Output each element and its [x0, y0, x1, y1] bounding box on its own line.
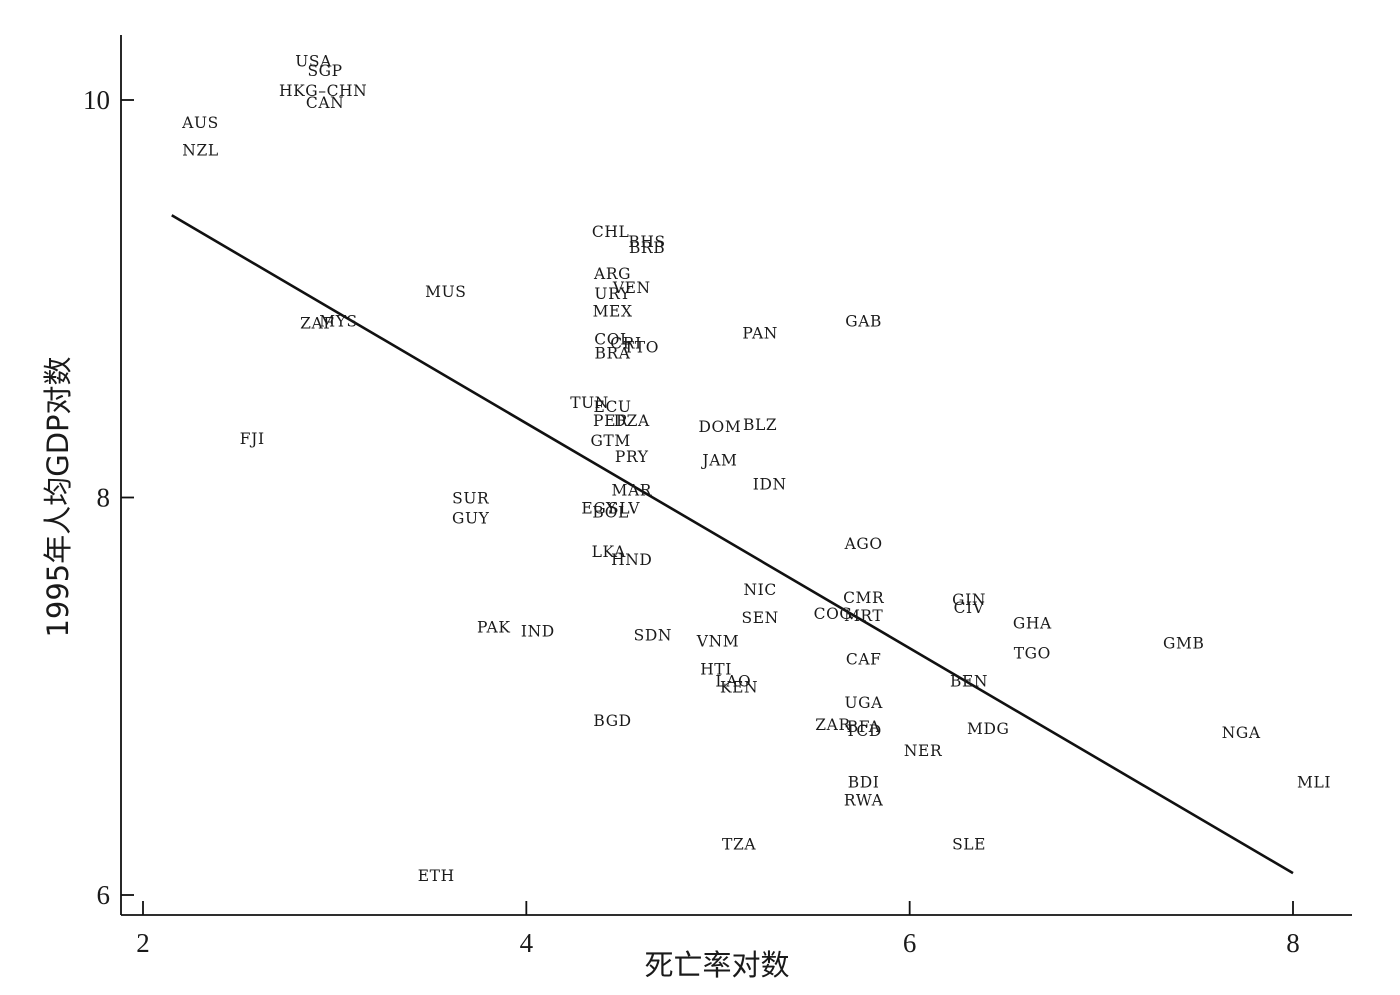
point-bol: BOL: [592, 503, 628, 521]
point-ken: KEN: [720, 678, 758, 696]
point-vnm: VNM: [696, 633, 739, 651]
point-bfa: BFA: [847, 718, 881, 736]
x-axis-title: 死亡率对数: [644, 948, 789, 982]
point-cri: CRI: [610, 334, 641, 352]
point-per: PER: [593, 412, 629, 430]
point-tza: TZA: [722, 835, 756, 853]
fit-line: [171, 214, 1294, 875]
point-dom: DOM: [699, 418, 742, 436]
point-mus: MUS: [425, 283, 466, 301]
point-nga: NGA: [1222, 724, 1261, 742]
point-mys: MYS: [319, 313, 358, 331]
x-tick-label-2: 2: [136, 928, 150, 958]
point-cog: COG: [814, 605, 853, 623]
point-ind: IND: [521, 623, 555, 641]
point-pak: PAK: [477, 619, 511, 637]
point-eth: ETH: [418, 867, 455, 885]
point-tgo: TGO: [1014, 645, 1051, 663]
point-ven: VEN: [612, 279, 651, 297]
point-mli: MLI: [1297, 774, 1331, 792]
point-uga: UGA: [844, 694, 883, 712]
y-tick-label-10: 10: [83, 85, 110, 115]
point-aus: AUS: [181, 114, 219, 132]
point-can: CAN: [306, 94, 344, 112]
point-arg: ARG: [593, 265, 631, 283]
x-tick-label-6: 6: [903, 928, 917, 958]
tick-labels: 2 4 6 8 6 8 10: [83, 85, 1300, 958]
point-gha: GHA: [1013, 615, 1052, 633]
point-ago: AGO: [844, 535, 883, 553]
axes: [120, 35, 1352, 916]
point-hti: HTI: [700, 660, 732, 678]
point-mex: MEX: [593, 303, 633, 321]
point-nzl: NZL: [182, 142, 218, 160]
y-tick-label-6: 6: [97, 880, 111, 910]
point-zar: ZAR: [815, 716, 851, 734]
x-tick-label-4: 4: [520, 928, 534, 958]
point-col: COL: [594, 331, 631, 349]
tick-marks: [121, 99, 1294, 915]
point-bra: BRA: [595, 344, 631, 362]
point-sur: SUR: [452, 490, 490, 508]
point-gmb: GMB: [1163, 635, 1204, 653]
point-guy: GUY: [452, 509, 490, 527]
point-blz: BLZ: [743, 416, 777, 434]
point-gab: GAB: [845, 313, 882, 331]
point-chl: CHL: [592, 223, 629, 241]
point-brb: BRB: [629, 239, 665, 257]
point-gin: GIN: [952, 591, 986, 609]
point-ner: NER: [904, 742, 943, 760]
point-cmr: CMR: [843, 589, 885, 607]
point-ecu: ECU: [594, 398, 632, 416]
point-civ: CIV: [954, 599, 985, 617]
point-pan: PAN: [742, 325, 778, 343]
point-dza: DZA: [614, 412, 650, 430]
point-idn: IDN: [753, 476, 787, 494]
point-sdn: SDN: [634, 627, 672, 645]
point-tcd: TCD: [845, 722, 881, 740]
point-tun: TUN: [570, 394, 609, 412]
point-lka: LKA: [592, 543, 626, 561]
point-ben: BEN: [950, 672, 988, 690]
point-rwa: RWA: [844, 792, 884, 810]
point-gtm: GTM: [590, 432, 630, 450]
point-sle: SLE: [952, 835, 986, 853]
point-fji: FJI: [240, 430, 265, 448]
point-pry: PRY: [615, 448, 649, 466]
point-hnd: HND: [611, 551, 652, 569]
point-usa: USA: [295, 52, 332, 70]
point-lao: LAO: [715, 672, 751, 690]
y-tick-label-8: 8: [97, 483, 111, 513]
point-sen: SEN: [742, 609, 779, 627]
point-bdi: BDI: [848, 774, 880, 792]
point-bgd: BGD: [593, 712, 631, 730]
point-egy: EGY: [581, 499, 617, 517]
y-axis-title: 1995年人均GDP对数: [41, 356, 75, 637]
point-ury: URY: [594, 285, 630, 303]
point-mrt: MRT: [844, 607, 883, 625]
point-mar: MAR: [611, 482, 652, 500]
point-bhs: BHS: [628, 233, 665, 251]
x-tick-label-8: 8: [1286, 928, 1300, 958]
point-nic: NIC: [743, 581, 776, 599]
point-jam: JAM: [700, 452, 737, 470]
point-zaf: ZAF: [300, 315, 335, 333]
point-mdg: MDG: [967, 720, 1009, 738]
point-hkg-chn: HKG–CHN: [279, 82, 367, 100]
point-slv: SLV: [608, 499, 640, 517]
point-sgp: SGP: [307, 62, 342, 80]
point-caf: CAF: [846, 650, 882, 668]
point-tto: TTO: [624, 338, 659, 356]
